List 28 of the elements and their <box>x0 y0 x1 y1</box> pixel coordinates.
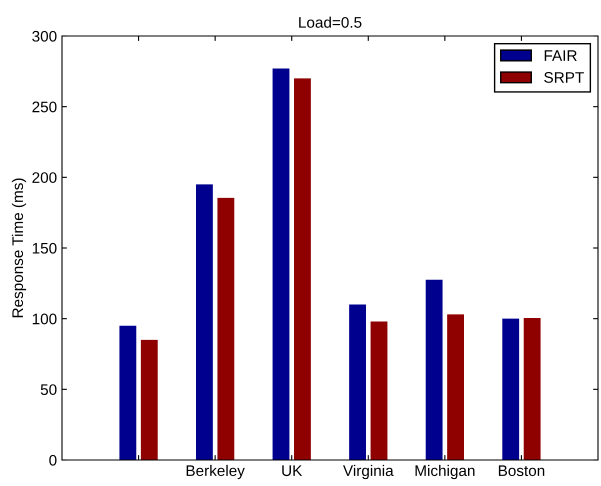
y-tick-label: 150 <box>32 242 57 254</box>
y-tick-label: 100 <box>32 314 57 324</box>
legend-label: SRPT <box>544 72 584 83</box>
legend-label: FAIR <box>544 50 577 61</box>
bar <box>524 318 541 460</box>
bar <box>426 280 443 460</box>
bar <box>294 78 311 460</box>
bar <box>502 318 520 460</box>
x-tick-label: Virginia <box>343 464 394 480</box>
bar <box>272 68 290 460</box>
bar <box>196 184 213 460</box>
y-tick-label: 300 <box>32 30 57 42</box>
y-tick-label: 50 <box>40 384 57 396</box>
bar <box>140 340 158 460</box>
bar <box>447 314 464 460</box>
chart-title: Load=0.5 <box>299 16 362 28</box>
x-tick-label: Michigan <box>416 464 474 480</box>
bar <box>119 326 136 460</box>
bar <box>217 198 234 460</box>
y-tick-label: 200 <box>32 172 57 184</box>
y-axis-title: Response Time (ms) <box>12 178 26 318</box>
x-tick-label: UK <box>282 465 302 476</box>
x-tick-label: Berkeley <box>186 464 245 480</box>
x-tick-label: Boston <box>498 465 544 476</box>
y-tick-label: 0 <box>49 454 57 466</box>
y-tick-label: 250 <box>32 102 57 112</box>
bar <box>349 304 366 460</box>
bar <box>370 321 388 460</box>
